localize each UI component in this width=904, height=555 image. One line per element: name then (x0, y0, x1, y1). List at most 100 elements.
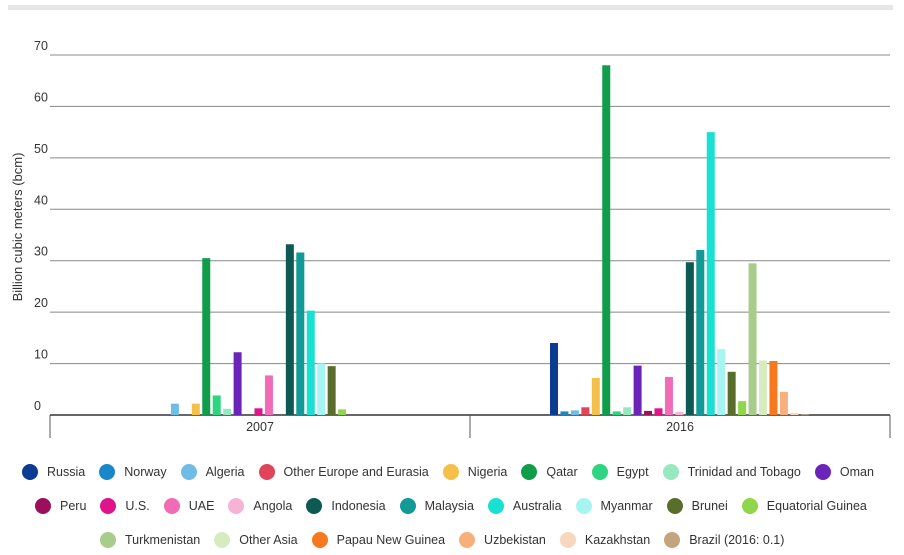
bar-u-s-2007 (254, 408, 263, 415)
legend-label: Papau New Guinea (336, 533, 446, 547)
legend-item: Other Asia (214, 532, 298, 548)
bar-brunei-2007 (327, 366, 336, 415)
legend-swatch (521, 464, 538, 480)
legend-item: Malaysia (399, 498, 474, 514)
bar-myanmar-2016 (717, 349, 726, 415)
y-tick-label: 40 (34, 193, 48, 207)
legend-row: Peru U.S. UAE Angola Indonesia Malaysia Austra… (35, 496, 881, 516)
legend-item: Equatorial Guinea (741, 498, 867, 514)
bar-egypt-2016 (612, 411, 621, 415)
y-axis-label: Billion cubic meters (bcm) (10, 153, 25, 302)
bar-indonesia-2016 (685, 262, 694, 415)
bar-uae-2007 (264, 375, 273, 415)
legend-item: Papau New Guinea (311, 532, 446, 548)
legend-row: Turkmenistan Other Asia Papau New Guinea Uz… (100, 530, 798, 550)
legend-item: Brazil (2016: 0.1) (664, 532, 784, 548)
legend-label: Trinidad and Tobago (687, 465, 801, 479)
legend-item: Indonesia (306, 498, 386, 514)
bar-qatar-2016 (602, 65, 611, 416)
bar-nigeria-2007 (191, 403, 200, 415)
bar-egypt-2007 (212, 395, 221, 415)
legend-item: Brunei (666, 498, 728, 514)
legend-label: Egypt (616, 465, 649, 479)
x-tick-label: 2016 (666, 420, 694, 434)
legend-swatch (22, 464, 38, 480)
legend-swatch (214, 532, 231, 548)
legend-item: Trinidad and Tobago (662, 464, 801, 480)
legend-label: Brunei (691, 499, 728, 513)
legend-item: UAE (163, 498, 215, 514)
legend-item: Norway (99, 464, 167, 480)
y-axis-ticks: 0 10 20 30 40 50 60 70 (34, 39, 48, 413)
bar-uae-2016 (664, 376, 673, 415)
bar-algeria-2007 (170, 403, 179, 415)
legend-label: Myanmar (600, 499, 653, 513)
bar-brunei-2016 (727, 371, 736, 415)
bar-peru-2016 (644, 410, 653, 415)
y-tick-label: 70 (34, 39, 48, 53)
bar-russia-2016 (550, 343, 558, 415)
bar-australia-2016 (706, 132, 715, 415)
legend-swatch (559, 532, 576, 548)
legend-item: Turkmenistan (100, 532, 200, 548)
legend-label: Angola (253, 499, 293, 513)
bar-nigeria-2016 (591, 377, 600, 415)
legend-label: Australia (512, 499, 562, 513)
y-tick-label: 20 (34, 296, 48, 310)
bar-norway-2016 (560, 411, 569, 415)
bar-angola-2016 (675, 411, 684, 415)
legend-swatch (306, 498, 323, 514)
bar-algeria-2016 (570, 410, 579, 415)
bar-turkmenistan-2016 (748, 263, 757, 415)
legend-item: Myanmar (575, 498, 653, 514)
legend-label: Algeria (205, 465, 245, 479)
legend-label: Uzbekistan (484, 533, 546, 547)
legend-item: Russia (22, 464, 85, 480)
legend-label: Brazil (2016: 0.1) (689, 533, 785, 547)
legend-label: U.S. (125, 499, 150, 513)
legend-label: Kazakhstan (584, 533, 651, 547)
legend-swatch (814, 464, 831, 480)
legend-item: Egypt (591, 464, 649, 480)
bars (170, 65, 809, 416)
bar-oman-2016 (633, 365, 642, 415)
bar-malaysia-2016 (696, 249, 705, 415)
y-tick-label: 10 (34, 348, 48, 362)
top-divider (8, 5, 893, 10)
bar-myanmar-2007 (317, 363, 326, 415)
legend-swatch (100, 532, 116, 548)
legend-item: Angola (228, 498, 292, 514)
legend-swatch (591, 464, 608, 480)
x-tick-label: 2007 (246, 420, 274, 434)
legend-row: Russia Norway Algeria Other Europe and Eura… (22, 462, 888, 482)
legend-swatch (35, 498, 51, 514)
y-tick-label: 0 (34, 399, 41, 413)
bar-kazakhstan-2016 (790, 412, 799, 415)
legend-swatch (100, 498, 117, 514)
legend-swatch (459, 532, 476, 548)
legend-item: Kazakhstan (559, 532, 651, 548)
legend-swatch (664, 532, 681, 548)
bar-indonesia-2007 (285, 244, 294, 415)
bar-malaysia-2007 (296, 252, 305, 415)
legend-swatch (487, 498, 504, 514)
legend-item: Uzbekistan (459, 532, 546, 548)
legend-item: Algeria (180, 464, 245, 480)
legend-item: Other Europe and Eurasia (258, 464, 429, 480)
legend-swatch (180, 464, 197, 480)
legend-label: Other Asia (239, 533, 298, 547)
legend-label: UAE (188, 499, 215, 513)
legend-swatch (228, 498, 245, 514)
legend-label: Indonesia (331, 499, 386, 513)
legend-item: Australia (487, 498, 562, 514)
legend-label: Russia (47, 465, 86, 479)
legend-label: Other Europe and Eurasia (283, 465, 429, 479)
bar-trinidad-and-tobago-2016 (623, 407, 632, 415)
bar-brazil-2016-0-1-2016 (800, 414, 809, 416)
legend-swatch (163, 498, 180, 514)
legend-swatch (311, 532, 328, 548)
legend-label: Turkmenistan (125, 533, 201, 547)
y-tick-label: 60 (34, 90, 48, 104)
bar-oman-2007 (233, 352, 242, 415)
legend-item: Peru (35, 498, 86, 514)
